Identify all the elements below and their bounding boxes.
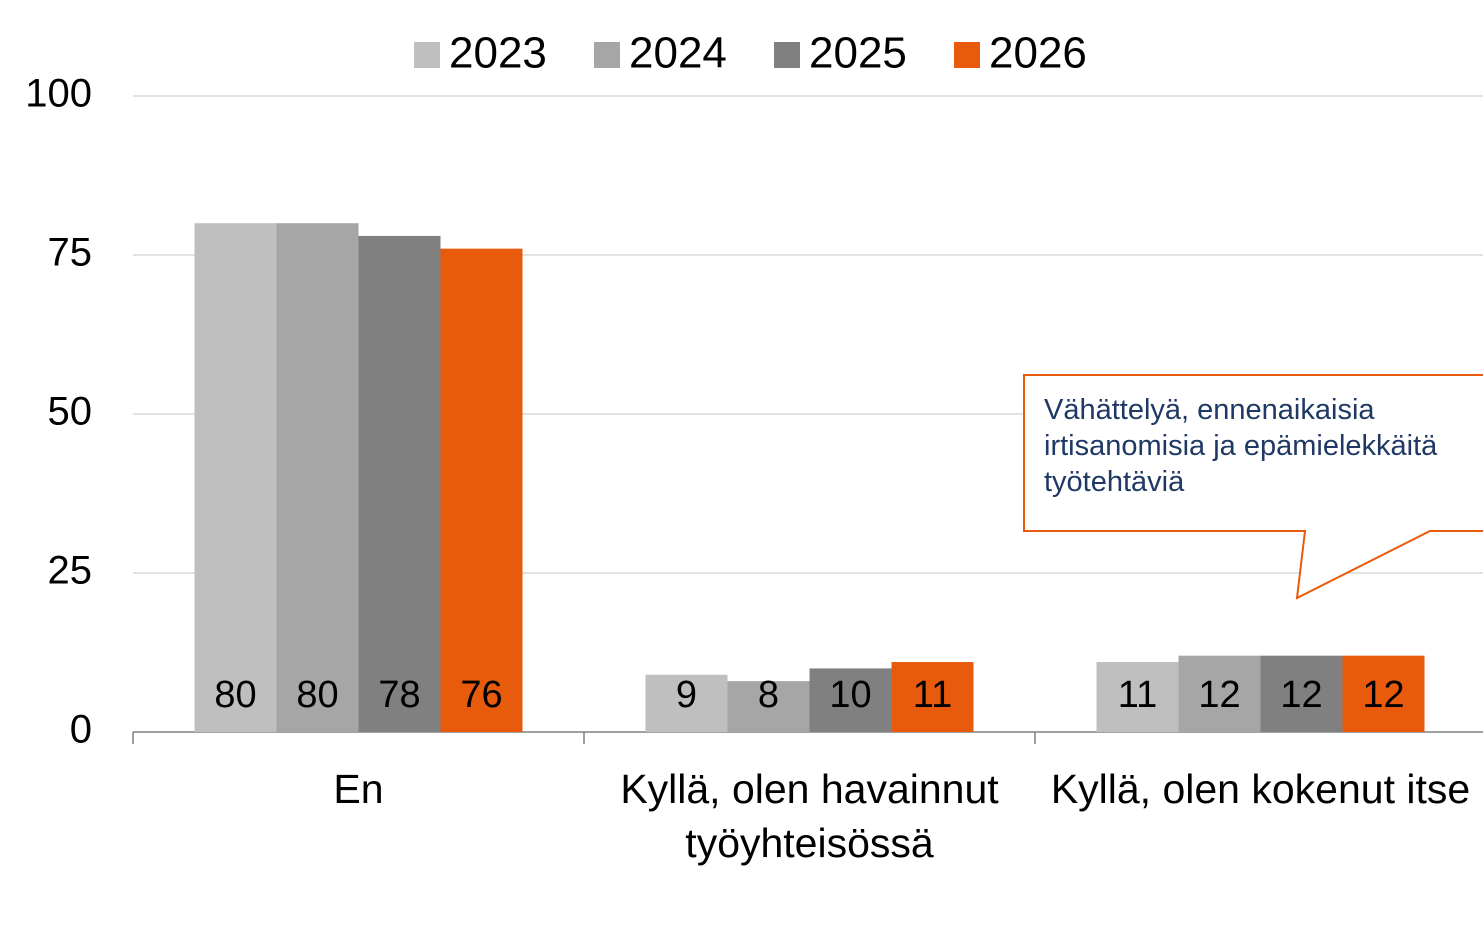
bar bbox=[440, 248, 523, 732]
legend-label: 2025 bbox=[809, 29, 907, 78]
bar bbox=[1096, 662, 1179, 732]
y-tick-label: 25 bbox=[48, 549, 93, 593]
bar bbox=[194, 223, 277, 732]
data-label: 10 bbox=[829, 674, 871, 716]
x-tick-label: Kyllä, olen havainnut työyhteisössä bbox=[620, 766, 999, 866]
data-label: 12 bbox=[1280, 674, 1322, 716]
legend-swatch bbox=[594, 42, 620, 68]
data-label: 78 bbox=[378, 674, 420, 716]
data-label: 11 bbox=[913, 674, 952, 716]
data-label: 12 bbox=[1198, 674, 1240, 716]
legend-swatch bbox=[774, 42, 800, 68]
y-tick-label: 50 bbox=[48, 390, 93, 434]
legend-label: 2026 bbox=[989, 29, 1087, 78]
bar bbox=[1342, 655, 1425, 732]
data-label: 12 bbox=[1362, 674, 1404, 716]
y-tick-label: 75 bbox=[48, 231, 93, 275]
data-label: 76 bbox=[460, 674, 502, 716]
data-label: 11 bbox=[1118, 674, 1157, 716]
x-tick-label: Kyllä, olen kokenut itse bbox=[1050, 766, 1471, 812]
data-label: 9 bbox=[676, 674, 697, 716]
bar bbox=[727, 681, 810, 732]
bar bbox=[1178, 655, 1261, 732]
bar bbox=[276, 223, 359, 732]
data-label: 80 bbox=[296, 674, 338, 716]
legend-label: 2024 bbox=[629, 29, 727, 78]
x-tick-label: En bbox=[333, 766, 384, 812]
data-label: 8 bbox=[758, 674, 779, 716]
callout bbox=[1023, 374, 1483, 600]
bar bbox=[645, 674, 728, 732]
legend-swatch bbox=[414, 42, 440, 68]
bar bbox=[809, 668, 892, 732]
legend-swatch bbox=[954, 42, 980, 68]
bar bbox=[358, 235, 441, 733]
y-tick-label: 100 bbox=[25, 72, 92, 116]
legend-label: 2023 bbox=[449, 29, 547, 78]
y-tick-label: 0 bbox=[70, 708, 92, 752]
bar bbox=[891, 662, 974, 732]
bar bbox=[1260, 655, 1343, 732]
data-label: 80 bbox=[214, 674, 256, 716]
annotation: Vähättelyä, ennenaikaisia irtisanomisia … bbox=[1044, 394, 1438, 498]
